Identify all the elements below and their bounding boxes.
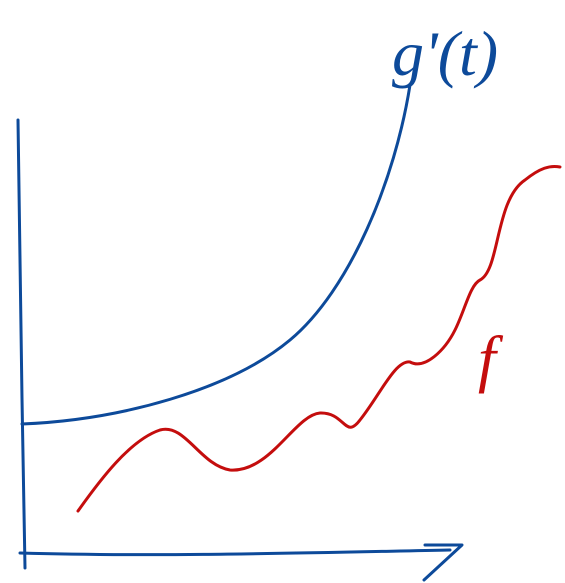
blue-curve-label: g'(t)	[392, 18, 498, 89]
red-curve	[76, 164, 562, 513]
blue-curve	[20, 83, 412, 426]
y-axis	[16, 118, 27, 570]
red-curve-label: f	[478, 323, 504, 394]
x-axis	[18, 543, 464, 582]
